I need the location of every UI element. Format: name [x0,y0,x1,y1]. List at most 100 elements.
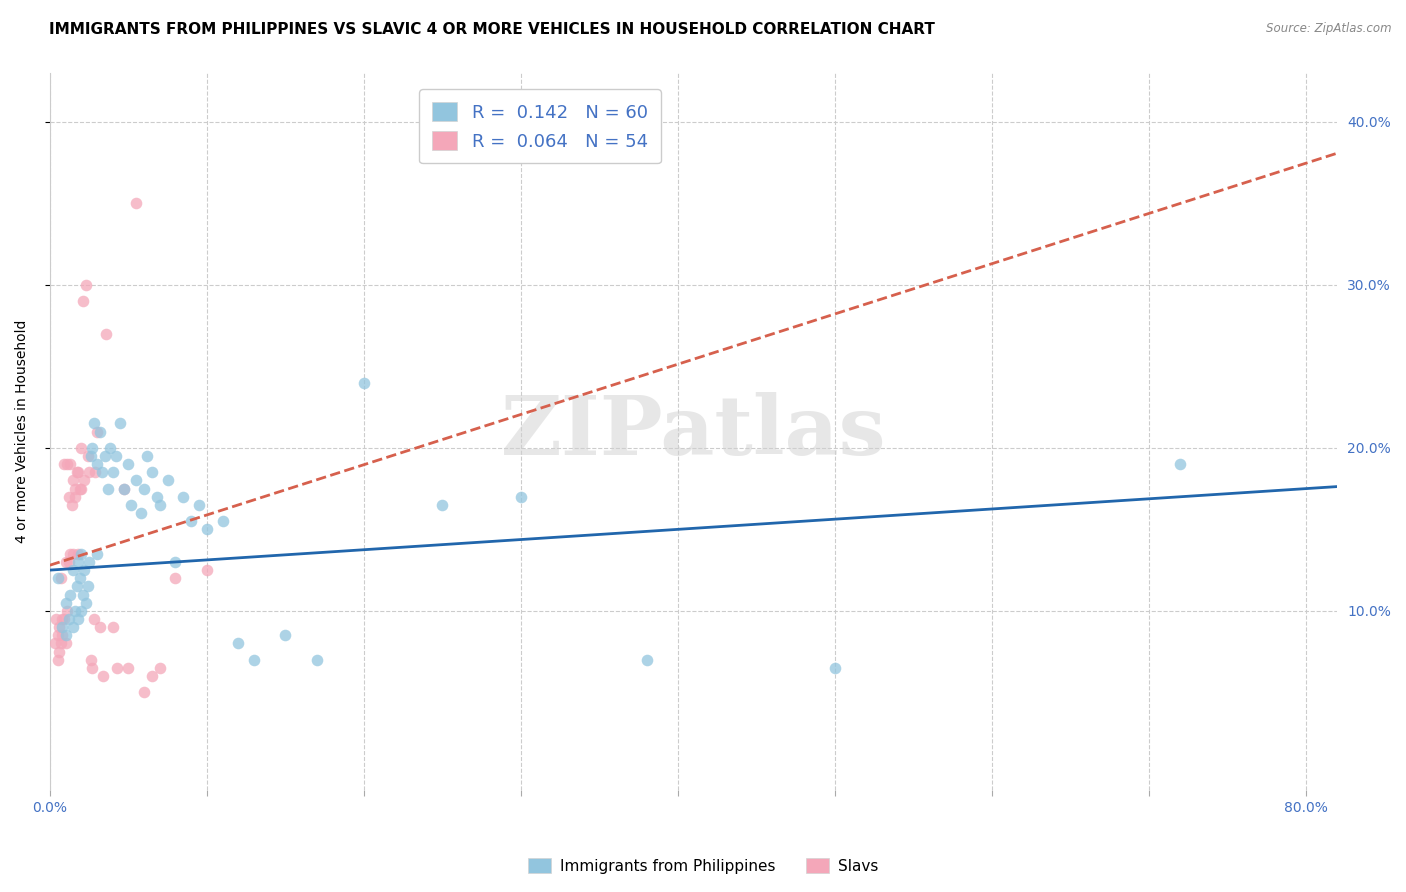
Point [52,612,75,626]
Point [98,441,121,455]
Point [75,596,97,610]
Point [90,465,112,479]
Point [129,506,152,520]
Point [49,571,72,585]
Point [62,563,84,577]
Point [62,474,84,488]
Point [63,482,86,496]
Point [49,636,72,650]
Point [509,490,531,504]
Point [86,425,108,439]
Point [305,653,328,667]
Point [105,661,128,675]
Point [101,620,124,634]
Point [44,636,66,650]
Point [59,588,82,602]
Point [69,571,91,585]
Point [56,604,79,618]
Point [55,596,77,610]
Point [125,474,148,488]
Point [243,653,266,667]
Point [86,457,108,471]
Point [77,465,100,479]
Point [58,612,80,626]
Point [51,612,73,626]
Point [55,628,77,642]
Point [125,196,148,211]
Point [211,514,233,528]
Point [104,449,127,463]
Legend: Immigrants from Philippines, Slavs: Immigrants from Philippines, Slavs [522,852,884,880]
Point [824,661,846,675]
Point [188,498,211,512]
Point [51,628,73,642]
Point [226,636,249,650]
Point [101,465,124,479]
Point [117,661,139,675]
Point [353,376,375,390]
Point [89,425,111,439]
Point [70,441,93,455]
Point [55,636,77,650]
Point [83,417,105,431]
Point [67,547,90,561]
Point [63,490,86,504]
Point [82,441,104,455]
Point [94,449,117,463]
Point [86,547,108,561]
Point [70,547,93,561]
Point [45,612,67,626]
Point [149,661,172,675]
Point [52,457,75,471]
Point [156,474,179,488]
Point [58,490,80,504]
Point [56,457,79,471]
Point [195,563,218,577]
Point [165,571,187,585]
Point [274,628,297,642]
Point [112,482,135,496]
Point [70,482,93,496]
Point [110,417,132,431]
Point [132,482,155,496]
Point [59,547,82,561]
Point [76,449,98,463]
Point [136,449,159,463]
Point [46,628,69,642]
Point [132,685,155,699]
Point [96,326,118,341]
Point [172,490,194,504]
Text: ZIPatlas: ZIPatlas [501,392,886,472]
Point [55,555,77,569]
Text: IMMIGRANTS FROM PHILIPPINES VS SLAVIC 4 OR MORE VEHICLES IN HOUSEHOLD CORRELATIO: IMMIGRANTS FROM PHILIPPINES VS SLAVIC 4 … [49,22,935,37]
Point [73,563,96,577]
Point [165,555,187,569]
Legend: R =  0.142   N = 60, R =  0.064   N = 54: R = 0.142 N = 60, R = 0.064 N = 54 [419,89,661,163]
Point [121,498,143,512]
Point [58,555,80,569]
Point [70,604,93,618]
Point [65,579,87,593]
Point [636,653,658,667]
Point [91,669,114,683]
Point [59,457,82,471]
Point [67,465,90,479]
Point [141,465,163,479]
Point [46,571,69,585]
Point [48,644,70,658]
Point [65,465,87,479]
Point [432,498,454,512]
Point [48,620,70,634]
Point [1170,457,1192,471]
Point [67,555,90,569]
Point [69,482,91,496]
Point [62,547,84,561]
Point [89,620,111,634]
Point [149,498,172,512]
Point [141,669,163,683]
Point [76,579,98,593]
Text: Source: ZipAtlas.com: Source: ZipAtlas.com [1267,22,1392,36]
Point [117,457,139,471]
Point [63,604,86,618]
Point [75,277,97,292]
